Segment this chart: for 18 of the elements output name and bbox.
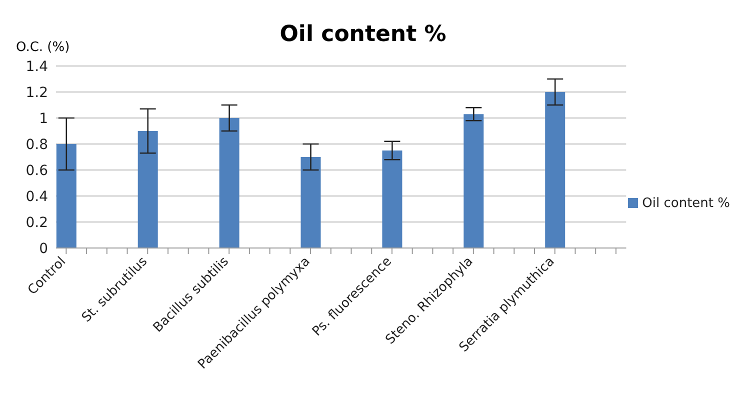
bar [382, 150, 402, 248]
y-axis-title: O.C. (%) [16, 40, 70, 55]
y-tick-label: 0 [39, 240, 48, 257]
y-tick-label: 0.4 [26, 188, 48, 205]
bar [300, 157, 321, 248]
bar [56, 144, 76, 248]
bar [464, 114, 484, 248]
y-tick-label: 1.4 [26, 58, 48, 75]
y-tick-label: 1 [39, 110, 48, 127]
bar [545, 92, 566, 248]
chart-title: Oil content % [278, 22, 448, 47]
y-tick-label: 0.6 [26, 162, 48, 179]
y-tick-label: 1.2 [26, 84, 48, 101]
legend-label: Oil content % [642, 196, 730, 210]
y-tick-label: 0.2 [26, 214, 48, 231]
bar [219, 118, 240, 248]
y-tick-label: 0.8 [26, 136, 48, 153]
bar [138, 131, 158, 248]
